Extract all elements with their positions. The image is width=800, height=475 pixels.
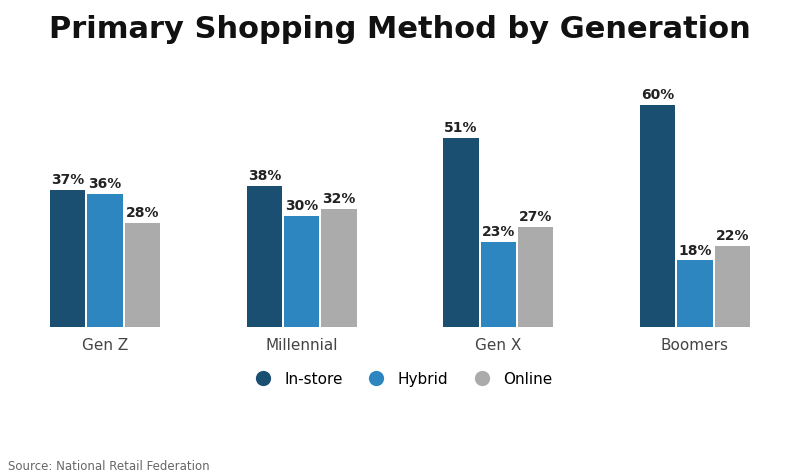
Legend: In-store, Hybrid, Online: In-store, Hybrid, Online [240,364,560,394]
Bar [678,260,713,327]
Text: 18%: 18% [678,244,712,257]
Title: Primary Shopping Method by Generation: Primary Shopping Method by Generation [49,15,751,44]
Bar [322,209,357,327]
Bar [284,216,319,327]
Text: 37%: 37% [51,173,84,187]
Text: 36%: 36% [89,177,122,191]
Bar [640,104,675,327]
Bar [518,227,554,327]
Bar [246,186,282,327]
Text: 38%: 38% [248,170,281,183]
Text: 22%: 22% [715,228,749,243]
Bar [87,194,122,327]
Bar [481,242,516,327]
Text: Source: National Retail Federation: Source: National Retail Federation [8,460,210,473]
Text: 51%: 51% [444,121,478,135]
Bar [714,246,750,327]
Text: 32%: 32% [322,191,356,206]
Text: 60%: 60% [641,88,674,102]
Text: 30%: 30% [285,199,318,213]
Bar [50,190,86,327]
Text: 28%: 28% [126,207,159,220]
Bar [443,138,478,327]
Text: 23%: 23% [482,225,515,239]
Bar [125,223,160,327]
Text: 27%: 27% [519,210,552,224]
